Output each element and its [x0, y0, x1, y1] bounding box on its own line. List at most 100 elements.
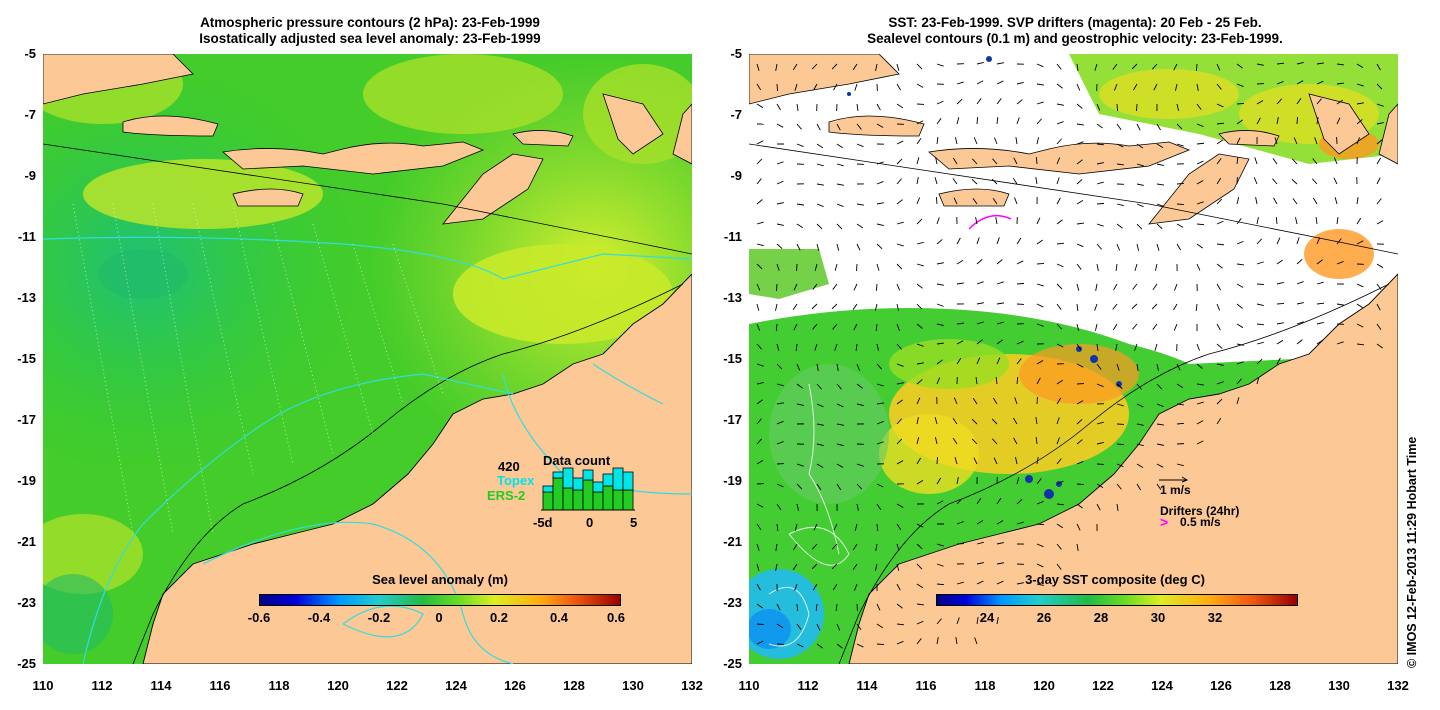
velocity-vector — [756, 603, 763, 609]
velocity-vector — [1216, 263, 1223, 269]
velocity-vector — [1151, 303, 1158, 310]
velocity-vector — [831, 563, 838, 570]
right-xtick: 132 — [1387, 678, 1409, 693]
velocity-vector — [916, 379, 923, 385]
velocity-vector — [1316, 281, 1324, 285]
velocity-vector — [835, 603, 838, 612]
velocity-vector — [953, 197, 958, 205]
velocity-vector — [1376, 63, 1381, 71]
velocity-vector — [1056, 543, 1062, 550]
velocity-vector — [1036, 543, 1044, 548]
velocity-vector — [876, 402, 884, 405]
velocity-vector — [1376, 283, 1382, 290]
velocity-vector — [1196, 103, 1202, 110]
velocity-vector — [996, 237, 1000, 245]
velocity-vector — [836, 223, 843, 230]
right-xtick: 120 — [1033, 678, 1055, 693]
velocity-vector — [796, 463, 804, 467]
velocity-vector — [831, 303, 838, 310]
velocity-vector — [856, 503, 859, 511]
velocity-vector — [816, 163, 824, 167]
velocity-vector — [876, 623, 884, 629]
right-colorbar-label: 28 — [1093, 610, 1109, 625]
velocity-vector — [1156, 243, 1160, 251]
velocity-vector — [1236, 156, 1239, 165]
velocity-vector — [1196, 223, 1205, 226]
velocity-vector — [796, 483, 803, 490]
velocity-vector — [936, 618, 942, 625]
velocity-vector — [1216, 303, 1221, 311]
velocity-vector — [1136, 183, 1144, 186]
velocity-vector — [1036, 303, 1044, 308]
velocity-vector — [952, 157, 958, 165]
velocity-vector — [996, 98, 1002, 105]
velocity-vector — [836, 383, 842, 390]
velocity-vector — [1236, 102, 1245, 105]
velocity-vector — [1196, 383, 1204, 386]
velocity-vector — [954, 457, 958, 465]
velocity-vector — [976, 98, 982, 105]
velocity-vector — [896, 243, 904, 247]
velocity-vector — [1012, 417, 1018, 425]
velocity-vector — [856, 223, 864, 229]
velocity-vector — [876, 123, 884, 128]
velocity-vector — [1096, 441, 1104, 445]
velocity-vector — [1056, 437, 1060, 445]
velocity-vector — [1291, 178, 1298, 185]
velocity-vector — [775, 563, 778, 571]
left-ytick: -23 — [17, 595, 36, 610]
velocity-vector — [935, 157, 938, 165]
velocity-vector — [1272, 158, 1278, 165]
velocity-vector — [936, 323, 944, 327]
left-xtick: 114 — [150, 678, 172, 693]
velocity-vector — [956, 98, 963, 105]
left-map-canvas — [43, 54, 692, 664]
velocity-vector — [991, 438, 998, 445]
velocity-vector — [1132, 323, 1138, 330]
velocity-vector — [852, 543, 858, 551]
velocity-vector — [813, 83, 818, 91]
velocity-vector — [1156, 443, 1164, 446]
velocity-vector — [1236, 361, 1244, 365]
velocity-vector — [1035, 156, 1038, 165]
velocity-vector — [1336, 261, 1344, 265]
velocity-vector — [1336, 117, 1341, 125]
left-xtick: 124 — [445, 678, 467, 693]
velocity-vector — [776, 383, 784, 387]
velocity-vector — [956, 521, 964, 525]
velocity-vector — [1013, 157, 1018, 165]
velocity-vector — [1336, 303, 1344, 306]
velocity-vector — [812, 283, 818, 290]
velocity-vector — [1136, 243, 1140, 251]
velocity-vector — [996, 281, 1004, 285]
credit-text: © IMOS 12-Feb-2013 11:29 Hobart Time — [1405, 436, 1419, 668]
velocity-vector — [1296, 98, 1302, 105]
velocity-vector — [996, 617, 999, 625]
velocity-vector — [1136, 163, 1144, 167]
velocity-vector — [1076, 400, 1084, 405]
velocity-vector — [1036, 583, 1044, 586]
velocity-vector — [856, 403, 864, 406]
velocity-vector — [1216, 243, 1225, 246]
velocity-vector — [1196, 83, 1199, 91]
velocity-vector — [1356, 283, 1364, 288]
velocity-vector — [1076, 199, 1084, 205]
velocity-vector — [973, 137, 978, 145]
velocity-vector — [796, 123, 802, 130]
velocity-vector — [1036, 262, 1045, 265]
velocity-vector — [1276, 339, 1284, 345]
velocity-vector — [992, 197, 998, 205]
velocity-vector — [996, 497, 1002, 505]
velocity-vector — [816, 243, 820, 251]
velocity-vector — [1036, 217, 1041, 225]
velocity-vector — [1236, 343, 1244, 346]
velocity-vector — [1076, 483, 1085, 486]
velocity-vector — [1316, 237, 1321, 245]
velocity-vector — [1096, 181, 1104, 185]
right-xtick: 126 — [1210, 678, 1232, 693]
velocity-vector — [956, 259, 964, 265]
left-xtick: 116 — [209, 678, 231, 693]
velocity-vector — [1035, 436, 1038, 445]
velocity-vector — [1216, 417, 1222, 425]
velocity-vector — [976, 562, 984, 565]
